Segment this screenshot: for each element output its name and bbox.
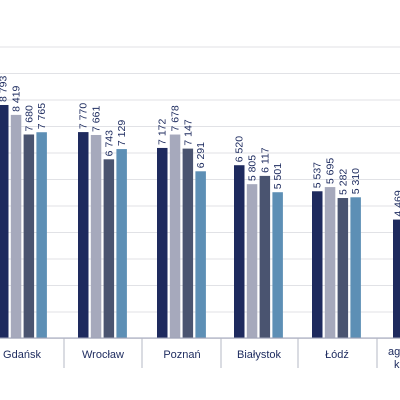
- value-label: 4 469: [393, 190, 400, 216]
- value-label: 8 419: [11, 85, 23, 111]
- bar: [350, 197, 361, 338]
- bar: [36, 132, 47, 338]
- value-label: 5 310: [350, 168, 362, 194]
- bar: [312, 191, 323, 338]
- bar: [169, 134, 181, 338]
- bar: [103, 159, 115, 338]
- category-label: Białystok: [237, 349, 282, 361]
- bar: [0, 104, 9, 338]
- bar: [182, 148, 194, 338]
- bars: [0, 104, 400, 338]
- value-label: 6 520: [234, 136, 246, 162]
- x-axis: [0, 337, 400, 368]
- value-label: 5 695: [325, 158, 337, 184]
- value-label: 7 678: [170, 105, 182, 131]
- bar: [337, 198, 349, 338]
- category-label: Łódź: [325, 349, 349, 361]
- bar: [10, 114, 22, 338]
- value-label: 7 129: [116, 120, 128, 146]
- bar: [324, 187, 336, 338]
- bar: [393, 219, 400, 338]
- bar: [234, 165, 245, 338]
- category-label: Gdańsk: [3, 349, 41, 361]
- category-label: ag…: [388, 346, 400, 358]
- value-labels: 8 793 7 770 7 172 6 520 5 537 4 469 8 419 7 661…: [0, 76, 400, 217]
- category-labels: Gdańsk Wrocław Poznań Białystok Łódź ag…k…: [3, 346, 400, 371]
- category-label: Poznań: [163, 349, 200, 361]
- bar: [246, 184, 258, 338]
- value-label: 6 743: [103, 130, 115, 156]
- value-label: 7 765: [36, 103, 48, 129]
- value-label: 5 282: [337, 169, 349, 195]
- bar: [157, 147, 168, 338]
- value-label: 6 291: [195, 142, 207, 168]
- value-label: 7 680: [23, 105, 35, 131]
- value-label: 8 793: [0, 76, 10, 102]
- bar: [272, 192, 283, 338]
- category-label: k…: [394, 359, 400, 371]
- category-label: Wrocław: [82, 349, 124, 361]
- bar: [116, 149, 127, 338]
- value-label: 5 537: [312, 162, 324, 188]
- value-label: 7 147: [182, 119, 194, 145]
- bar: [195, 171, 206, 338]
- value-label: 7 770: [78, 103, 90, 129]
- value-label: 6 117: [259, 147, 271, 173]
- value-label: 5 805: [247, 155, 259, 181]
- value-label: 7 661: [91, 106, 103, 132]
- value-label: 7 172: [157, 119, 169, 145]
- bar: [23, 134, 35, 338]
- bar: [90, 134, 102, 338]
- value-label: 5 501: [272, 163, 284, 189]
- bar: [78, 132, 89, 338]
- bar: [259, 175, 271, 338]
